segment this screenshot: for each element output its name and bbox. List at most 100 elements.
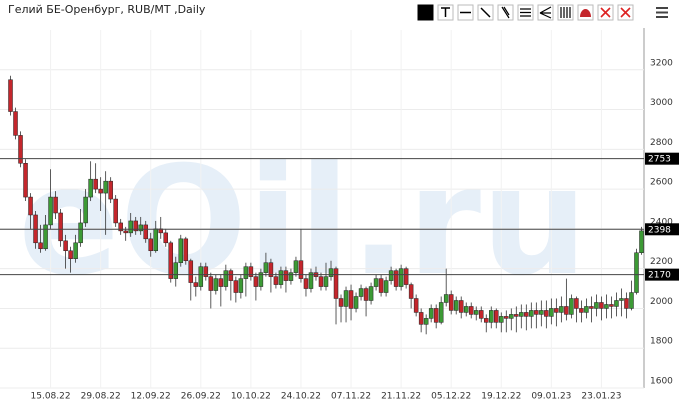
candle-body xyxy=(619,298,624,301)
candle-body xyxy=(258,272,264,287)
candle-body xyxy=(318,276,324,287)
candle-body xyxy=(143,224,148,240)
y-tick-label: 3200 xyxy=(650,58,673,68)
candle-body xyxy=(499,316,504,323)
y-tick-label: 1800 xyxy=(650,337,673,347)
candle-body xyxy=(589,306,594,309)
y-tick-label: 2800 xyxy=(650,138,673,148)
candle-body xyxy=(634,252,639,293)
candle-body xyxy=(373,278,379,287)
candle-body xyxy=(363,288,369,301)
candle-body xyxy=(514,314,519,317)
candle-body xyxy=(333,268,339,299)
candle-body xyxy=(253,276,259,287)
chart-title: Гелий БЕ-Оренбург, RUB/MT ,Daily xyxy=(8,3,206,16)
candle-body xyxy=(163,232,168,244)
candle-body xyxy=(609,304,614,307)
candle-body xyxy=(519,312,524,317)
y-tick-label: 2200 xyxy=(650,257,673,267)
candle-body xyxy=(594,302,599,309)
candle-body xyxy=(468,306,474,315)
candle-body xyxy=(559,306,564,313)
candle-body xyxy=(183,238,189,261)
candle-body xyxy=(353,296,359,309)
menu-button[interactable] xyxy=(656,7,668,18)
candle-body xyxy=(438,302,444,323)
icon xyxy=(620,7,631,18)
candle-body xyxy=(368,286,374,301)
level-label-box xyxy=(645,152,679,165)
candle-body xyxy=(278,270,284,285)
candle-body xyxy=(624,298,629,309)
candle-body xyxy=(418,312,424,325)
candle-body xyxy=(554,308,559,313)
candle-body xyxy=(268,262,274,277)
icon xyxy=(441,7,450,17)
candle-body xyxy=(463,306,469,313)
toolbar xyxy=(417,4,668,21)
candle-body xyxy=(263,262,269,273)
icon xyxy=(580,9,591,17)
candle-body xyxy=(38,242,43,250)
candle-body xyxy=(113,198,118,224)
icon xyxy=(600,7,611,18)
candle-body xyxy=(48,196,53,226)
candle-body xyxy=(93,178,98,190)
candle-body xyxy=(138,224,143,232)
level-label-box xyxy=(645,223,679,236)
level-label: 2398 xyxy=(648,225,671,235)
x-tick-label: 10.10.22 xyxy=(231,392,271,402)
candle-body xyxy=(98,188,103,194)
x-tick-label: 12.09.22 xyxy=(131,392,171,402)
candle-body xyxy=(28,196,33,216)
x-tick-label: 26.09.22 xyxy=(181,392,221,402)
y-tick-label: 2600 xyxy=(650,178,673,188)
color-button[interactable] xyxy=(417,4,434,21)
candle-body xyxy=(323,276,329,287)
candle-body xyxy=(273,276,279,285)
candle-body xyxy=(78,222,83,244)
candle-body xyxy=(283,270,289,281)
candle-body xyxy=(504,316,509,319)
fib-button[interactable] xyxy=(557,4,574,21)
candle-body xyxy=(308,272,314,289)
candle-body xyxy=(539,310,544,315)
candle-body xyxy=(148,238,153,252)
x-tick-label: 29.08.22 xyxy=(81,392,121,402)
y-tick-label: 1600 xyxy=(650,377,673,387)
x-tick-label: 24.10.22 xyxy=(281,392,321,402)
candle-body xyxy=(233,280,239,293)
candle-body xyxy=(173,262,179,279)
candle-body xyxy=(403,268,409,285)
candle-body xyxy=(223,270,229,287)
icon xyxy=(480,7,491,18)
candle-body xyxy=(288,272,294,281)
candle-body xyxy=(448,294,454,311)
candle-body xyxy=(509,314,514,319)
candle-body xyxy=(423,318,429,325)
candle-body xyxy=(123,230,128,234)
candle-body xyxy=(579,308,584,313)
candle-body xyxy=(248,266,254,277)
candle-body xyxy=(338,298,344,307)
candle-body xyxy=(544,310,549,317)
candle-body xyxy=(599,302,604,309)
candle-body xyxy=(168,242,174,279)
x-tick-label: 07.11.22 xyxy=(331,392,371,402)
candle-body xyxy=(428,308,434,319)
candle-body xyxy=(193,282,199,287)
candle-body xyxy=(118,222,123,232)
x-tick-label: 05.12.22 xyxy=(431,392,471,402)
candle-body xyxy=(53,196,58,214)
candle-body xyxy=(378,278,384,293)
candle-body xyxy=(238,278,244,293)
y-tick-label: 2000 xyxy=(650,297,673,307)
candle-body xyxy=(358,288,364,297)
candle-body xyxy=(293,260,299,273)
candle-body xyxy=(534,310,539,315)
candle-body xyxy=(398,268,404,287)
candle-body xyxy=(639,230,644,254)
candle-body xyxy=(484,318,489,323)
candle-body xyxy=(614,300,619,307)
candle-body xyxy=(443,294,449,303)
